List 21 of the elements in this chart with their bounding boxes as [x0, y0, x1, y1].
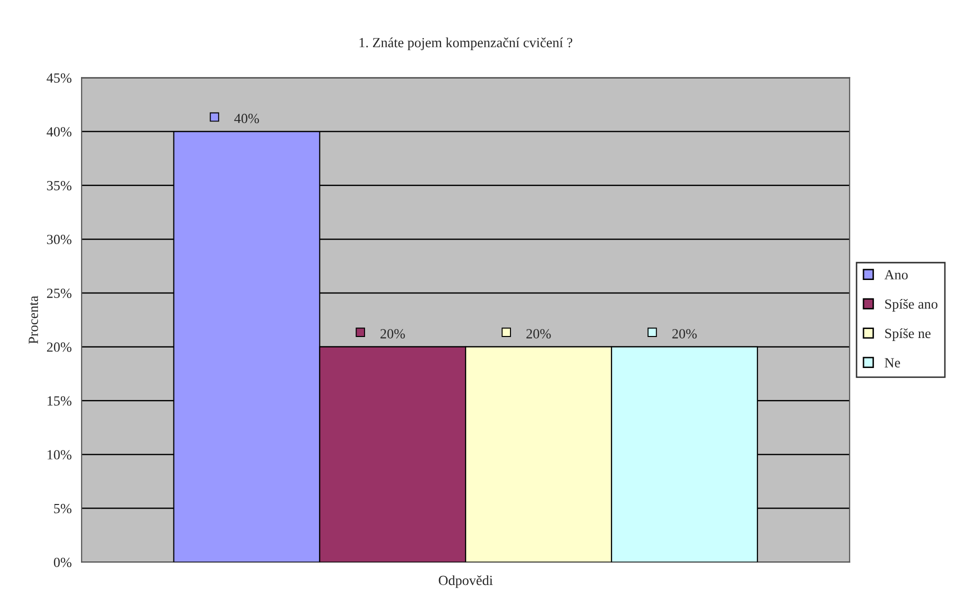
y-tick-label: 0% [54, 558, 72, 568]
y-tick-label: 15% [48, 396, 72, 406]
y-tick-label: 5% [54, 504, 72, 514]
y-tick-label: 20% [47, 342, 72, 352]
legend-label: Spíše ne [885, 328, 931, 341]
chart-title: 1. Znáte pojem kompenzační cvičení ? [360, 38, 572, 50]
y-tick-label: 25% [47, 288, 72, 298]
y-tick-label: 30% [47, 234, 72, 244]
y-tick-label: 10% [48, 450, 72, 460]
legend-label: Ne [884, 358, 900, 368]
legend-label: Spíše ano [885, 298, 938, 312]
y-tick-label: 35% [47, 180, 72, 190]
y-tick-label: 40% [46, 127, 72, 137]
data-label: 20% [526, 329, 551, 339]
x-axis-title: Odpovědi [438, 575, 493, 588]
data-label: 20% [672, 329, 697, 339]
y-tick-label: 45% [46, 73, 72, 83]
data-label: 20% [380, 329, 405, 339]
y-axis-title: Procenta [28, 296, 38, 344]
legend-label: Ano [884, 270, 908, 280]
data-label: 40% [234, 114, 259, 124]
